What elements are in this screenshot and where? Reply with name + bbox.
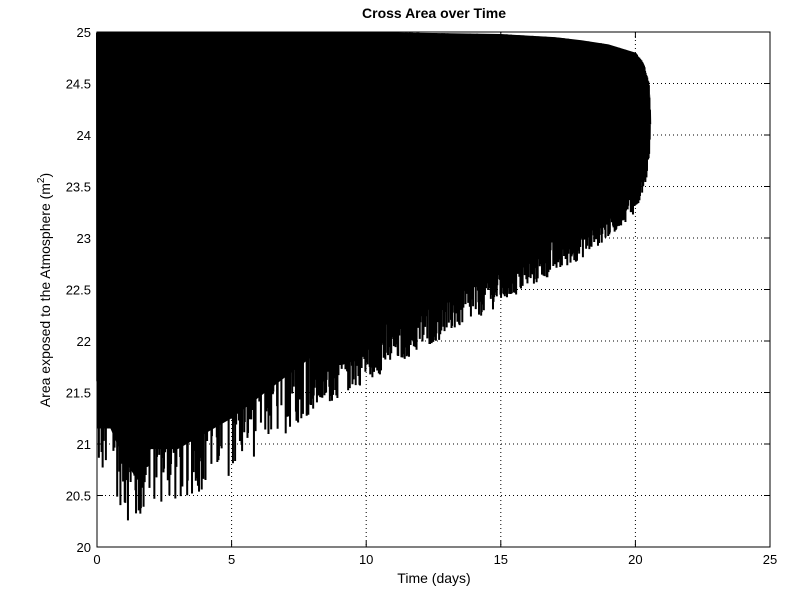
series-fill (97, 32, 651, 481)
x-tick-label: 25 (763, 552, 777, 567)
y-tick-label: 22 (77, 334, 91, 349)
y-tick-label: 24 (77, 128, 91, 143)
y-axis-label: Area exposed to the Atmosphere (m2) (36, 173, 53, 407)
y-tick-label: 24.5 (66, 77, 91, 92)
y-tick-label: 20 (77, 540, 91, 555)
y-tick-label: 20.5 (66, 489, 91, 504)
y-tick-label: 25 (77, 25, 91, 40)
y-tick-label: 21.5 (66, 386, 91, 401)
y-tick-label: 21 (77, 437, 91, 452)
x-tick-label: 0 (93, 552, 100, 567)
x-tick-label: 10 (359, 552, 373, 567)
chart-title: Cross Area over Time (362, 5, 506, 21)
y-tick-label: 23 (77, 231, 91, 246)
x-tick-label: 20 (628, 552, 642, 567)
y-axis-label-close: ) (37, 173, 53, 178)
y-axis-label-sup: 2 (36, 177, 47, 183)
y-tick-label: 22.5 (66, 283, 91, 298)
x-tick-label: 5 (228, 552, 235, 567)
ticks: 0 5 10 15 20 25 20 20.5 21 21.5 22 22.5 23 23.5 24 24.5… (66, 25, 778, 567)
y-tick-label: 23.5 (66, 180, 91, 195)
y-axis-label-main: Area exposed to the Atmosphere (m (37, 183, 53, 407)
x-tick-label: 15 (494, 552, 508, 567)
x-axis-label: Time (days) (397, 570, 470, 586)
data-series (96, 31, 652, 521)
